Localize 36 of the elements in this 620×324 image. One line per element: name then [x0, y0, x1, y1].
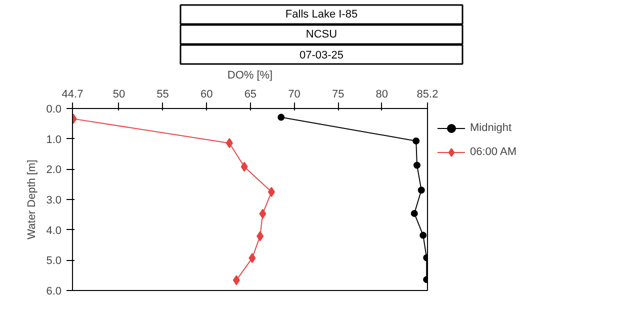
x-tick-label: 55 [156, 88, 169, 100]
x-axis-title: DO% [%] [227, 70, 273, 82]
y-tick-label: 1.0 [46, 134, 62, 146]
x-tick-label: 50 [112, 88, 126, 100]
x-tick-label: 85.2 [416, 88, 438, 100]
point [413, 162, 420, 169]
point [256, 231, 264, 242]
point [410, 210, 418, 217]
y-tick-label: 4.0 [46, 224, 62, 237]
text: 07-03-25 [299, 50, 344, 62]
x-tick-label: 75 [332, 88, 344, 100]
y-tick-label: 2.0 [46, 164, 62, 176]
point [420, 232, 427, 239]
point [268, 186, 275, 197]
point [412, 137, 420, 144]
legend-label: 06:00 AM [470, 146, 516, 158]
point [226, 138, 233, 148]
chart-subtitle: NCSU [306, 28, 338, 40]
y-tick-label: 3.0 [46, 194, 62, 206]
y-tick-label: 0.0 [46, 104, 62, 116]
x-tick-label: 65 [244, 88, 257, 100]
chart-title: Falls Lake I-85 [285, 8, 358, 20]
x-tick-label: 80 [376, 88, 388, 100]
x-tick-label: 70 [288, 88, 300, 100]
y-axis-title: Water Depth [m] [26, 160, 38, 240]
x-tick-label: 60 [200, 88, 213, 100]
x-tick-label: 44.7 [62, 88, 84, 100]
point [232, 275, 240, 286]
legend-label: Midnight [470, 122, 512, 134]
point [248, 253, 256, 264]
point [418, 186, 425, 194]
point [259, 208, 266, 219]
point [278, 114, 285, 121]
point [240, 162, 248, 172]
y-tick-label: 6.0 [46, 286, 62, 298]
y-tick-label: 5.0 [46, 255, 62, 268]
